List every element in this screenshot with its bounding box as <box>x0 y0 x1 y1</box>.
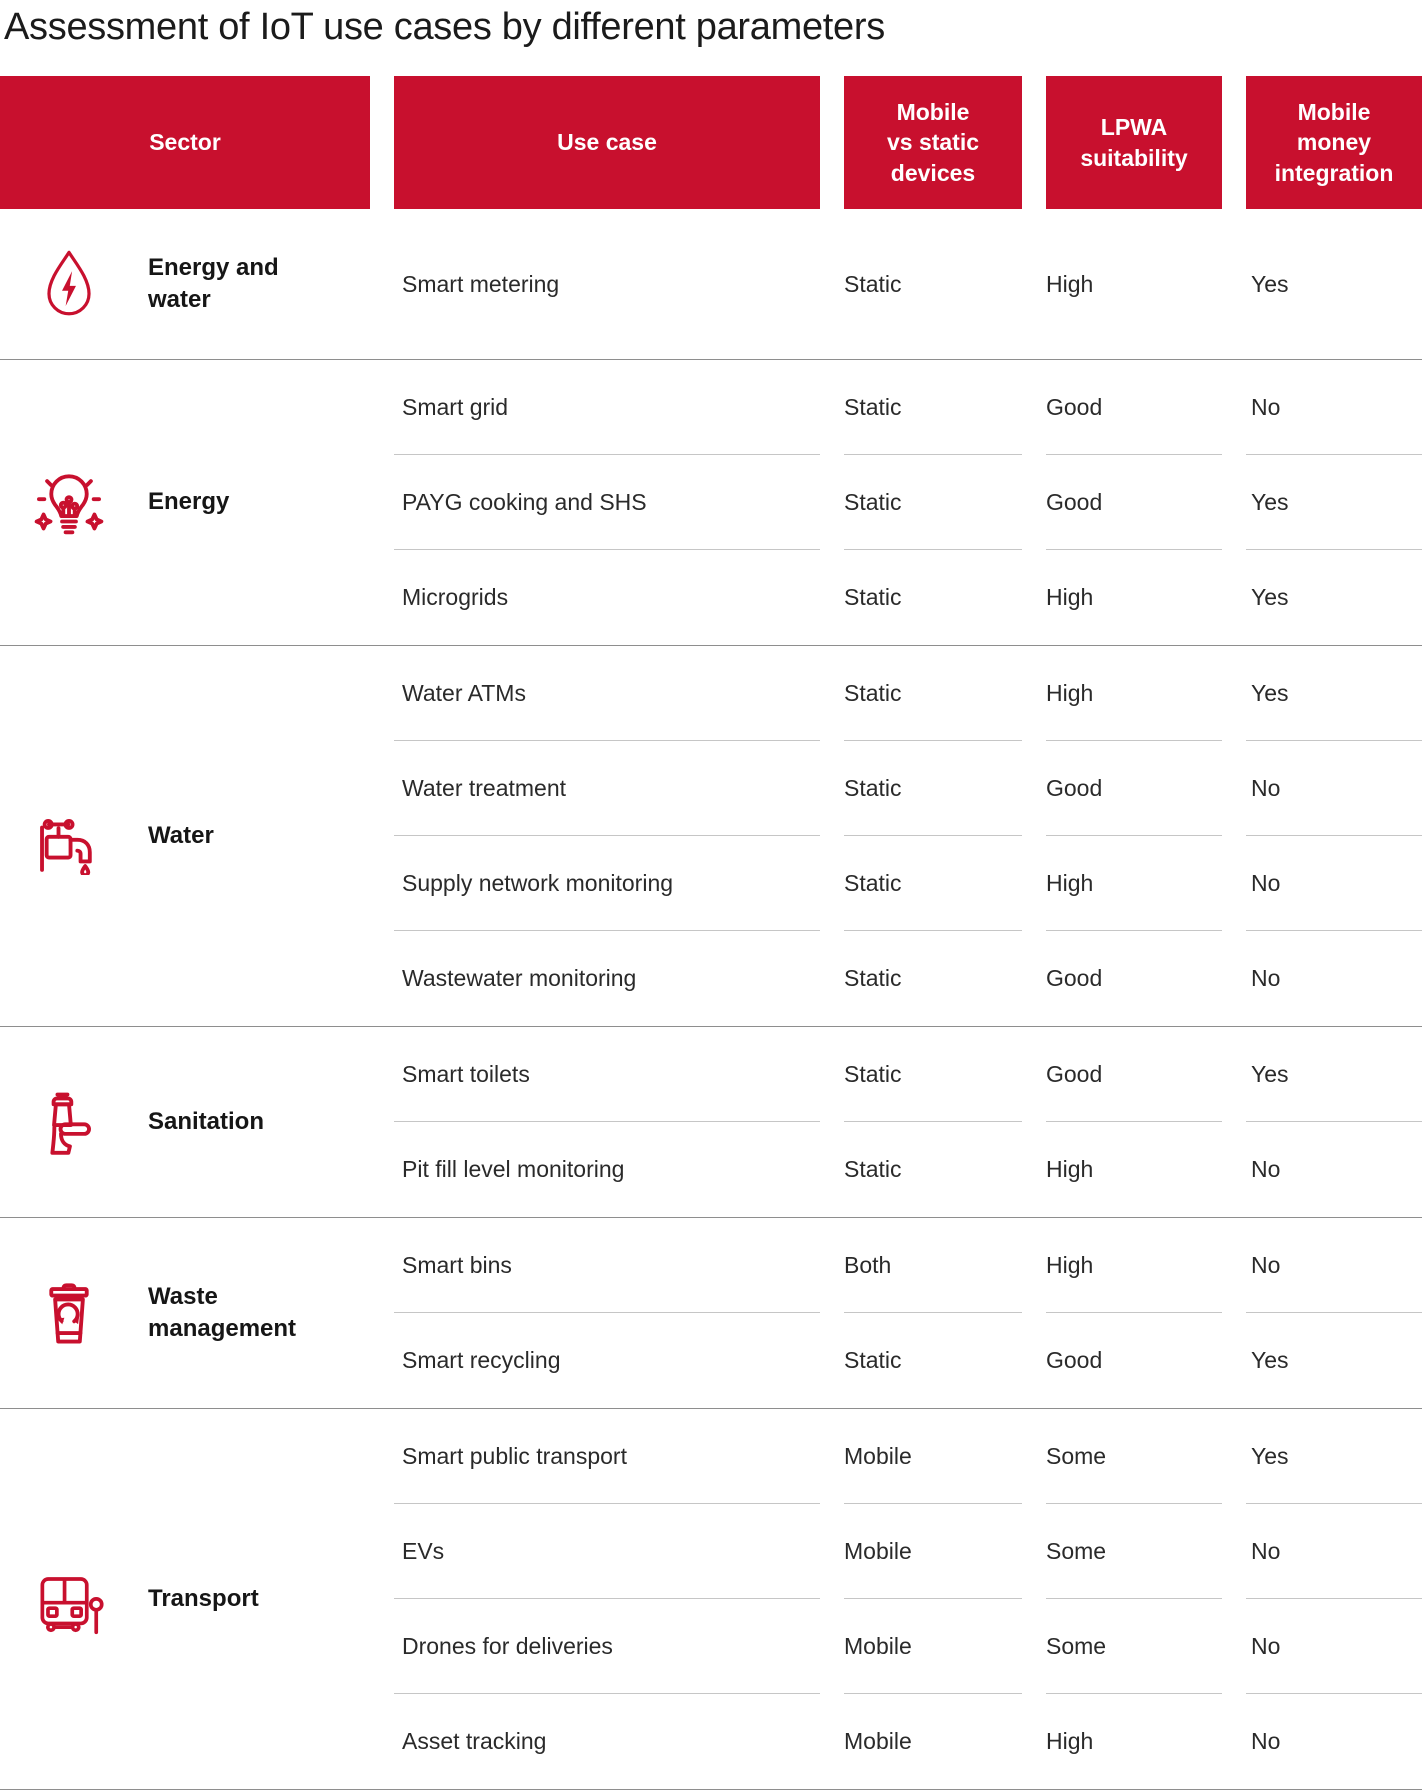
lpwa-suitability-cell: High <box>1046 1156 1094 1182</box>
lpwa-suitability-cell: High <box>1046 646 1222 741</box>
sector-cell: Water <box>0 646 370 1026</box>
sector-section-transport: Transport Smart public transport Mobile Som… <box>0 1408 1422 1789</box>
bus-icon <box>32 1560 106 1638</box>
water-tap-icon <box>32 797 106 875</box>
use-case-cell: Water treatment <box>394 741 820 836</box>
sector-label: Energy <box>148 488 230 516</box>
report-page: Assessment of IoT use cases by different… <box>0 4 1422 1790</box>
mobile-vs-static-cell: Mobile <box>844 1504 1022 1599</box>
use-case-cell: EVs <box>394 1504 820 1599</box>
mobile-vs-static-cell: Static <box>844 584 902 610</box>
use-case-cell: Water ATMs <box>394 646 820 741</box>
use-case-cell: Smart toilets <box>394 1027 820 1122</box>
lpwa-suitability-cell: Good <box>1046 1347 1103 1373</box>
sector-cell: Sanitation <box>0 1027 370 1217</box>
water-drop-bolt-icon <box>32 245 106 323</box>
mobile-money-cell: No <box>1251 965 1281 991</box>
table-body: Energy and water Smart metering Static High… <box>0 209 1422 1790</box>
use-case-cell: PAYG cooking and SHS <box>394 455 820 550</box>
mobile-vs-static-cell: Static <box>844 836 1022 931</box>
sector-section-water: Water Water ATMs Static High Yes Water treatm… <box>0 645 1422 1026</box>
mobile-vs-static-cell: Static <box>844 1027 1022 1122</box>
mobile-vs-static-cell: Mobile <box>844 1728 912 1754</box>
lpwa-suitability-cell: Good <box>1046 741 1222 836</box>
mobile-money-cell: Yes <box>1246 646 1422 741</box>
lpwa-suitability-cell: Good <box>1046 1027 1222 1122</box>
mobile-money-cell: No <box>1246 1599 1422 1694</box>
use-case-cell: Microgrids <box>402 584 509 610</box>
mobile-money-cell: Yes <box>1246 1027 1422 1122</box>
lpwa-suitability-cell: High <box>1046 270 1094 297</box>
mobile-vs-static-cell: Static <box>844 270 902 297</box>
mobile-vs-static-cell: Static <box>844 965 902 991</box>
iot-table: Sector Use case Mobile vs static devices… <box>0 76 1422 1790</box>
mobile-vs-static-cell: Static <box>844 646 1022 741</box>
sector-cell: Transport <box>0 1409 370 1789</box>
mobile-money-cell: Yes <box>1246 1409 1422 1504</box>
sector-label: Waste management <box>148 1282 297 1342</box>
column-header-mobile-vs-static: Mobile vs static devices <box>844 76 1022 209</box>
mobile-vs-static-cell: Both <box>844 1218 1022 1313</box>
mobile-vs-static-cell: Static <box>844 741 1022 836</box>
mobile-money-cell: Yes <box>1251 1347 1289 1373</box>
use-case-cell: Asset tracking <box>402 1728 547 1754</box>
mobile-money-cell: Yes <box>1251 270 1289 297</box>
lpwa-suitability-cell: Some <box>1046 1504 1222 1599</box>
mobile-money-cell: Yes <box>1246 455 1422 550</box>
column-header-sector: Sector <box>0 76 370 209</box>
mobile-vs-static-cell: Mobile <box>844 1599 1022 1694</box>
use-case-cell: Drones for deliveries <box>394 1599 820 1694</box>
column-header-mobile-money: Mobile money integration <box>1246 76 1422 209</box>
use-case-cell: Wastewater monitoring <box>402 965 637 991</box>
use-case-cell: Smart recycling <box>402 1347 561 1373</box>
table-header: Sector Use case Mobile vs static devices… <box>0 76 1422 209</box>
mobile-vs-static-cell: Static <box>844 360 1022 455</box>
mobile-vs-static-cell: Static <box>844 455 1022 550</box>
recycling-bin-icon <box>32 1274 106 1352</box>
lightbulb-icon <box>32 464 106 542</box>
mobile-money-cell: No <box>1251 1156 1281 1182</box>
sector-cell: Energy and water <box>0 209 370 359</box>
use-case-cell: Smart bins <box>394 1218 820 1313</box>
mobile-vs-static-cell: Static <box>844 1156 902 1182</box>
mobile-money-cell: No <box>1251 1728 1281 1754</box>
page-title: Assessment of IoT use cases by different… <box>4 6 885 48</box>
use-case-cell: Pit fill level monitoring <box>402 1156 625 1182</box>
lpwa-suitability-cell: High <box>1046 584 1094 610</box>
mobile-money-cell: No <box>1246 360 1422 455</box>
sector-section-sanitation: Sanitation Smart toilets Static Good Yes Pit … <box>0 1026 1422 1217</box>
use-case-cell: Smart metering <box>402 270 560 297</box>
sector-section-waste-management: Waste management Smart bins Both High No Smar… <box>0 1217 1422 1408</box>
sector-cell: Waste management <box>0 1218 370 1408</box>
use-case-cell: Supply network monitoring <box>394 836 820 931</box>
sector-label: Water <box>148 821 214 849</box>
lpwa-suitability-cell: High <box>1046 1728 1094 1754</box>
sector-section-energy: Energy Smart grid Static Good No PAYG cooking… <box>0 359 1422 645</box>
toilet-icon <box>32 1083 106 1161</box>
mobile-money-cell: No <box>1246 836 1422 931</box>
use-case-cell: Smart public transport <box>394 1409 820 1504</box>
mobile-money-cell: No <box>1246 1504 1422 1599</box>
lpwa-suitability-cell: High <box>1046 1218 1222 1313</box>
sector-label: Transport <box>148 1584 259 1612</box>
lpwa-suitability-cell: Some <box>1046 1599 1222 1694</box>
sector-label: Energy and water <box>148 253 279 313</box>
lpwa-suitability-cell: Good <box>1046 965 1103 991</box>
mobile-vs-static-cell: Static <box>844 1347 902 1373</box>
column-header-lpwa-suitability: LPWA suitability <box>1046 76 1222 209</box>
sector-label: Sanitation <box>148 1107 265 1135</box>
lpwa-suitability-cell: High <box>1046 836 1222 931</box>
lpwa-suitability-cell: Some <box>1046 1409 1222 1504</box>
lpwa-suitability-cell: Good <box>1046 455 1222 550</box>
mobile-money-cell: No <box>1246 1218 1422 1313</box>
mobile-money-cell: Yes <box>1251 584 1289 610</box>
sector-cell: Energy <box>0 360 370 645</box>
lpwa-suitability-cell: Good <box>1046 360 1222 455</box>
column-header-use-case: Use case <box>394 76 820 209</box>
sector-section-energy-and-water: Energy and water Smart metering Static High… <box>0 209 1422 359</box>
mobile-money-cell: No <box>1246 741 1422 836</box>
use-case-cell: Smart grid <box>394 360 820 455</box>
mobile-vs-static-cell: Mobile <box>844 1409 1022 1504</box>
